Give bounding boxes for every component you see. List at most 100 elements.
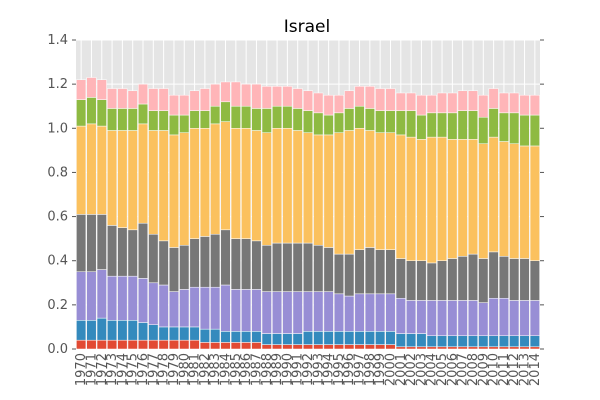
- bar-segment: [364, 86, 375, 109]
- bar-segment: [498, 141, 509, 257]
- bar-segment: [416, 114, 427, 140]
- x-tick-label: 2005: [435, 353, 450, 386]
- bar-segment: [158, 130, 169, 242]
- bar-segment: [323, 247, 334, 292]
- bar-segment: [127, 339, 138, 350]
- bar-segment: [261, 344, 272, 350]
- bar-segment: [230, 238, 241, 290]
- x-tick-label: 2002: [404, 353, 419, 386]
- bar-segment: [199, 236, 210, 288]
- bar-segment: [488, 346, 499, 350]
- bar-segment: [364, 247, 375, 295]
- x-tick-label: 1994: [322, 353, 337, 386]
- x-tick-label: 1984: [219, 353, 234, 386]
- bar-segment: [509, 143, 520, 259]
- bar-segment: [344, 130, 355, 255]
- x-tick-label: 1986: [239, 353, 254, 386]
- bar-segment: [86, 77, 97, 98]
- bar-segment: [426, 112, 437, 138]
- bar-segment: [251, 130, 262, 242]
- bar-segment: [426, 262, 437, 301]
- bar-segment: [303, 110, 313, 133]
- x-tick-label: 1981: [188, 353, 203, 386]
- bar-segment: [272, 86, 283, 107]
- x-tick-label: 1997: [353, 353, 368, 386]
- bar-segment: [303, 90, 313, 111]
- bar-segment: [406, 346, 417, 350]
- bar-segment: [96, 99, 107, 127]
- bar-segment: [189, 128, 200, 239]
- bar-segment: [230, 289, 241, 332]
- y-tick-label: 0.2: [47, 298, 68, 313]
- bar-segment: [251, 342, 262, 350]
- bar-segment: [344, 295, 355, 332]
- bar-segment: [426, 300, 437, 337]
- bar-segment: [313, 92, 324, 114]
- bar-segment: [282, 333, 293, 345]
- x-tick-label: 1998: [363, 353, 378, 386]
- bar-segment: [220, 81, 231, 103]
- bar-segment: [251, 83, 262, 109]
- bar-segment: [457, 256, 468, 301]
- bar-segment: [241, 238, 252, 290]
- bar-segment: [168, 339, 179, 350]
- bar-segment: [354, 293, 365, 332]
- bar-segment: [529, 94, 540, 116]
- bar-segment: [220, 121, 231, 231]
- bar-segment: [416, 94, 427, 116]
- bar-segment: [406, 92, 417, 111]
- bar-segment: [241, 105, 252, 129]
- bar-segment: [478, 258, 489, 303]
- bar-segment: [313, 331, 324, 345]
- bar-segment: [354, 249, 365, 295]
- bar-segment: [467, 90, 478, 111]
- x-tick-label: 2003: [414, 353, 429, 386]
- bar-segment: [529, 346, 540, 350]
- bar-segment: [529, 260, 540, 301]
- bar-segment: [241, 342, 252, 350]
- bar-segment: [138, 103, 149, 125]
- bar-segment: [344, 108, 355, 131]
- bar-segment: [323, 344, 334, 350]
- bar-segment: [96, 317, 107, 341]
- bar-segment: [467, 300, 478, 337]
- bar-segment: [230, 342, 241, 350]
- bar-segment: [364, 108, 375, 131]
- bar-segment: [313, 291, 324, 332]
- bar-segment: [406, 260, 417, 301]
- bar-segment: [354, 331, 365, 345]
- bar-segment: [107, 225, 118, 277]
- bar-segment: [86, 97, 97, 125]
- bar-segment: [199, 88, 210, 111]
- x-tick-label: 2013: [518, 353, 533, 386]
- bar-segment: [478, 117, 489, 144]
- bar-segment: [107, 275, 118, 321]
- bar-segment: [282, 86, 293, 107]
- bar-segment: [117, 275, 128, 321]
- y-tick-label: 1.4: [47, 33, 68, 48]
- bar-segment: [333, 112, 344, 133]
- bar-segment: [179, 94, 190, 116]
- bar-segment: [189, 90, 200, 111]
- bar-segment: [385, 293, 396, 332]
- bar-segment: [292, 291, 303, 334]
- bar-segment: [426, 94, 437, 114]
- bar-segment: [406, 300, 417, 334]
- y-tick-label: 0.8: [47, 165, 68, 180]
- bar-segment: [467, 110, 478, 140]
- bar-segment: [416, 300, 427, 334]
- bar-segment: [261, 132, 272, 246]
- bar-segment: [437, 335, 448, 348]
- bar-segment: [179, 339, 190, 350]
- bar-segment: [437, 92, 448, 114]
- bar-segment: [364, 344, 375, 350]
- bar-segment: [323, 94, 334, 116]
- bar-segment: [519, 94, 530, 116]
- bar-segment: [323, 114, 334, 136]
- y-tick-label: 1.0: [47, 121, 68, 136]
- bar-segment: [364, 331, 375, 345]
- bar-segment: [292, 88, 303, 109]
- bar-segment: [498, 92, 509, 114]
- bar-segment: [333, 94, 344, 114]
